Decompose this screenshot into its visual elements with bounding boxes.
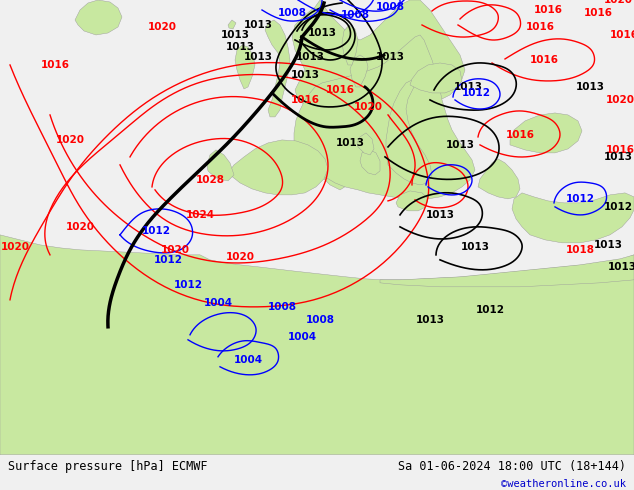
Text: 1024: 1024 <box>185 210 214 220</box>
Text: 1020: 1020 <box>354 102 382 112</box>
Text: 1012: 1012 <box>462 88 491 98</box>
Text: 1020: 1020 <box>56 135 84 145</box>
Text: 1016: 1016 <box>290 95 320 105</box>
Text: 1020: 1020 <box>604 0 633 5</box>
Text: 1013: 1013 <box>295 52 325 62</box>
Text: 1008: 1008 <box>306 315 335 325</box>
Text: 1016: 1016 <box>533 5 562 15</box>
Text: 1016: 1016 <box>325 85 354 95</box>
Text: 1016: 1016 <box>609 30 634 40</box>
Text: 1016: 1016 <box>605 145 634 155</box>
Text: Surface pressure [hPa] ECMWF: Surface pressure [hPa] ECMWF <box>8 460 207 472</box>
Text: 1012: 1012 <box>604 202 633 212</box>
Text: 1016: 1016 <box>526 22 555 32</box>
Text: 1020: 1020 <box>160 245 190 255</box>
Text: 1013: 1013 <box>290 70 320 80</box>
Text: 1016: 1016 <box>41 60 70 70</box>
Text: 1013: 1013 <box>446 140 474 150</box>
Text: 1013: 1013 <box>221 30 250 40</box>
Text: 1013: 1013 <box>375 52 404 62</box>
Text: 1013: 1013 <box>243 52 273 62</box>
Text: 1020: 1020 <box>65 222 94 232</box>
Text: 1013: 1013 <box>604 152 633 162</box>
Text: 1016: 1016 <box>529 55 559 65</box>
Text: 1008: 1008 <box>340 10 370 20</box>
Text: 1020: 1020 <box>605 95 634 105</box>
Text: 1013: 1013 <box>307 28 337 38</box>
Text: 1004: 1004 <box>287 332 316 342</box>
Text: 1004: 1004 <box>204 298 233 308</box>
Text: 1018: 1018 <box>566 245 595 255</box>
Text: 1012: 1012 <box>174 280 202 290</box>
Text: Sa 01-06-2024 18:00 UTC (18+144): Sa 01-06-2024 18:00 UTC (18+144) <box>398 460 626 472</box>
Text: 1004: 1004 <box>233 355 262 365</box>
Text: 1012: 1012 <box>141 226 171 236</box>
Text: 1008: 1008 <box>268 302 297 312</box>
Text: 1013: 1013 <box>335 138 365 148</box>
Text: 1020: 1020 <box>148 22 176 32</box>
Text: 1028: 1028 <box>195 175 224 185</box>
Text: 1013: 1013 <box>593 240 623 250</box>
Text: 1016: 1016 <box>583 8 612 18</box>
Text: 1012: 1012 <box>153 255 183 265</box>
Text: 1013: 1013 <box>243 20 273 30</box>
Text: 1020: 1020 <box>226 252 254 262</box>
Text: 1020: 1020 <box>1 242 30 252</box>
Text: 1008: 1008 <box>278 8 306 18</box>
Text: 1013: 1013 <box>576 82 604 92</box>
Text: 1016: 1016 <box>505 130 534 140</box>
Text: 1013: 1013 <box>415 315 444 325</box>
Text: ©weatheronline.co.uk: ©weatheronline.co.uk <box>501 479 626 489</box>
Text: 1013: 1013 <box>607 262 634 272</box>
Text: 1013: 1013 <box>453 82 482 92</box>
Text: 1013: 1013 <box>460 242 489 252</box>
Text: 1012: 1012 <box>566 194 595 204</box>
Text: 1013: 1013 <box>425 210 455 220</box>
Text: 1013: 1013 <box>226 42 254 52</box>
Text: 1012: 1012 <box>476 305 505 315</box>
Text: 1008: 1008 <box>375 2 404 12</box>
